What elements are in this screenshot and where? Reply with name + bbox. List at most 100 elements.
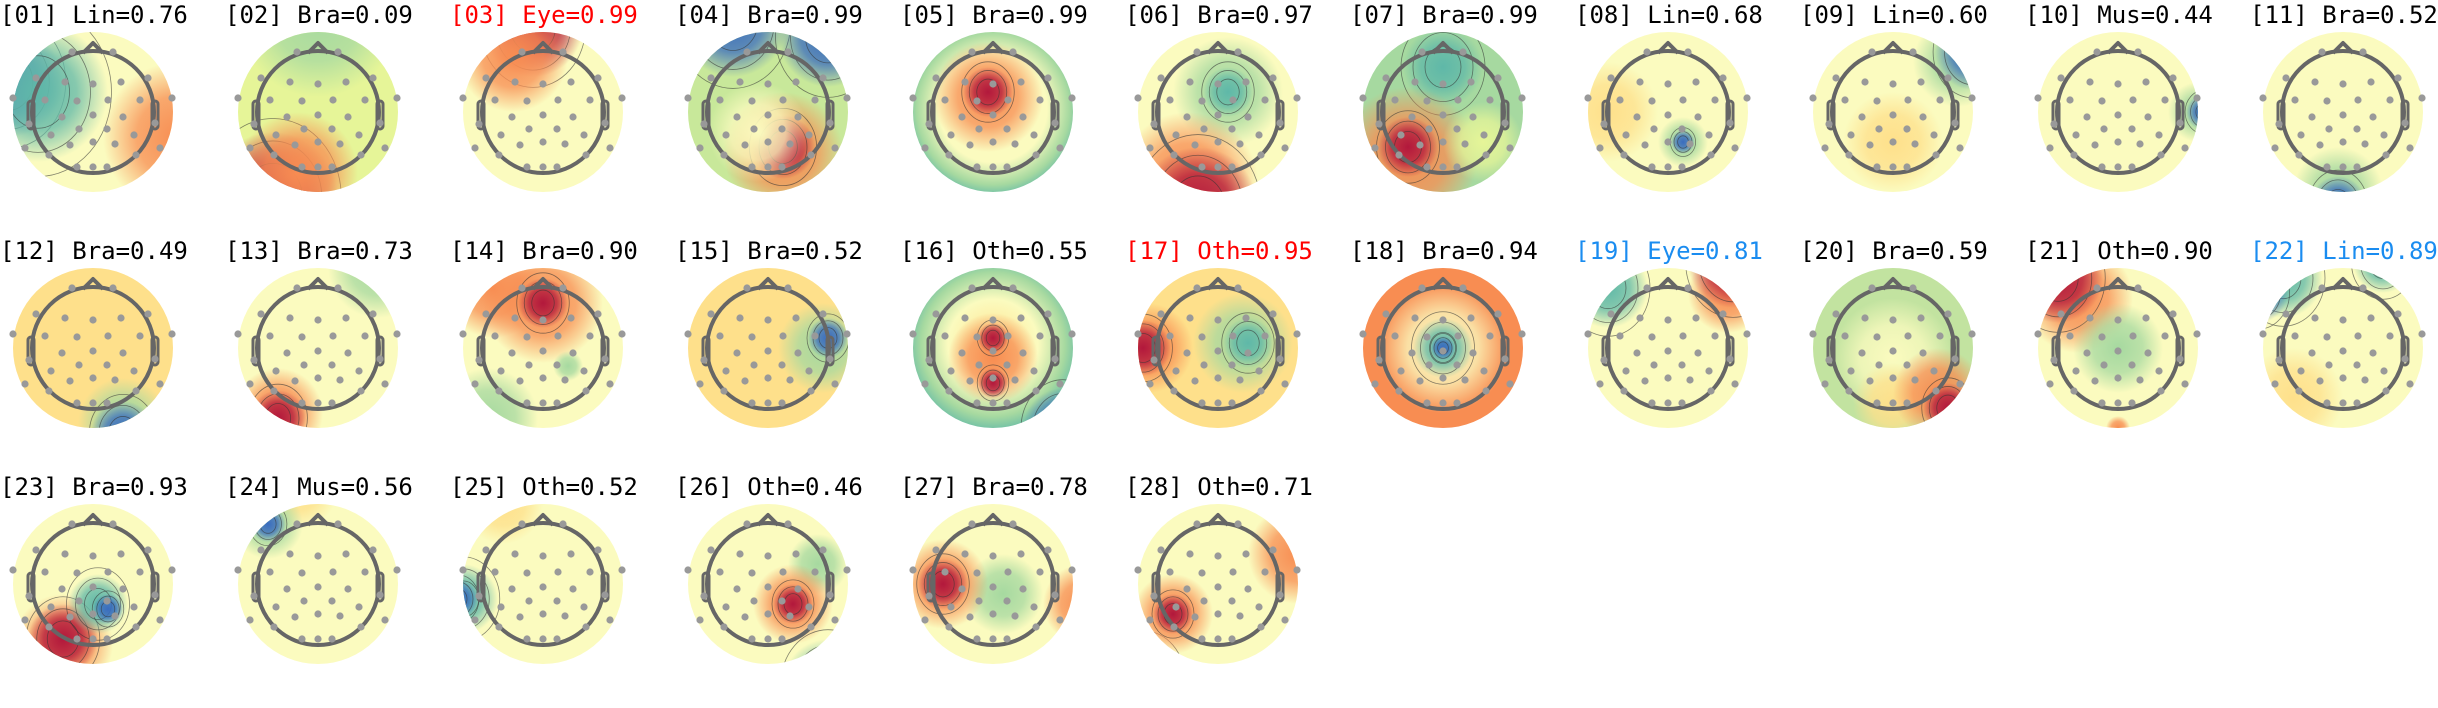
electrode-dot <box>1134 330 1142 338</box>
electrode-dot <box>136 332 144 340</box>
electrode-dot <box>2339 374 2347 382</box>
electrode-dot <box>989 80 997 88</box>
electrode-dot <box>707 74 715 82</box>
electrode-dot <box>1600 356 1608 364</box>
electrode-dot <box>2114 163 2122 171</box>
electrode-dot <box>2098 163 2106 171</box>
electrode-dot <box>1036 568 1044 576</box>
head-outline <box>480 285 606 411</box>
left-ear-icon <box>1826 99 1836 131</box>
contour-line <box>463 556 501 642</box>
electrode-dot <box>257 74 265 82</box>
topomap-blob <box>1203 67 1253 117</box>
electrode-dot <box>586 332 594 340</box>
electrode-dot <box>553 597 561 605</box>
electrode-dot <box>1622 367 1630 375</box>
electrode-dot <box>958 113 966 121</box>
electrode-dot <box>794 585 802 593</box>
electrode-dot <box>553 399 561 407</box>
electrode-dot <box>47 603 55 611</box>
component-cell: [12] Bra=0.49 <box>0 236 225 472</box>
component-label: [20] Bra=0.59 <box>1800 237 1988 265</box>
topomap-blob <box>708 82 808 182</box>
electrode-dot <box>1214 583 1222 591</box>
component-label: [24] Mus=0.56 <box>225 473 413 501</box>
electrode-dot <box>2034 94 2042 102</box>
electrode-dot <box>1051 591 1059 599</box>
component-label: [21] Oth=0.90 <box>2025 237 2213 265</box>
electrode-dot <box>1707 387 1715 395</box>
electrode-dot <box>1911 376 1919 384</box>
contour-line <box>2360 268 2406 290</box>
electrode-dot <box>792 78 800 86</box>
electrode-dot <box>1664 316 1672 324</box>
electrode-dot <box>786 140 794 148</box>
contour-line <box>2038 268 2079 302</box>
electrode-dot <box>2098 399 2106 407</box>
electrode-dot <box>495 387 503 395</box>
electrode-dot <box>1467 78 1475 86</box>
component-cell: [11] Bra=0.52 <box>2250 0 2438 236</box>
electrode-dot <box>1423 333 1431 341</box>
nose-icon <box>756 513 780 527</box>
electrode-dot <box>989 635 997 643</box>
electrode-dot <box>1056 616 1064 624</box>
electrode-dot <box>748 399 756 407</box>
electrode-dot <box>1032 387 1040 395</box>
electrode-dot <box>58 585 66 593</box>
electrode-dot <box>1480 367 1488 375</box>
electrode-dot <box>1019 585 1027 593</box>
electrode-dot <box>973 635 981 643</box>
nose-icon <box>1656 277 1680 291</box>
electrode-dot <box>495 151 503 159</box>
electrode-dot <box>539 610 547 618</box>
contour-line <box>2325 189 2352 192</box>
electrode-dot <box>2072 367 2080 375</box>
electrode-dot <box>932 310 940 318</box>
electrode-dot <box>1269 546 1277 554</box>
electrode-dot <box>1191 377 1199 385</box>
electrode-dot <box>516 377 524 385</box>
electrode-dot <box>376 119 384 127</box>
electrode-dot <box>1157 546 1165 554</box>
electrode-dot <box>696 144 704 152</box>
electrode-dot <box>1861 78 1869 86</box>
electrode-dot <box>968 520 976 528</box>
electrode-dot <box>2361 376 2369 384</box>
right-ear-icon <box>1275 99 1285 131</box>
electrode-dot <box>250 356 258 364</box>
component-label: [05] Bra=0.99 <box>900 1 1088 29</box>
electrode-dot <box>973 399 981 407</box>
topomap <box>234 504 401 664</box>
electrode-dot <box>1242 78 1250 86</box>
electrode-dot <box>1919 113 1927 121</box>
electrode-dot <box>246 616 254 624</box>
electrode-dot <box>1228 163 1236 171</box>
electrode-dot <box>1684 48 1692 56</box>
electrode-dot <box>357 387 365 395</box>
electrode-dot <box>89 610 97 618</box>
electrode-dot <box>75 125 83 133</box>
electrode-dot <box>1425 361 1433 369</box>
electrode-dot <box>314 552 322 560</box>
electrode-dot <box>117 314 125 322</box>
electrode-dot <box>1068 566 1076 574</box>
electrode-dot <box>1650 125 1658 133</box>
electrode-dot <box>1678 163 1686 171</box>
nose-icon <box>81 513 105 527</box>
left-ear-icon <box>1151 571 1161 603</box>
topomap <box>1809 32 1976 192</box>
topomap <box>684 268 851 428</box>
electrode-dot <box>553 125 561 133</box>
electrode-dot <box>925 356 933 364</box>
left-ear-icon <box>1151 335 1161 367</box>
electrode-dot <box>1719 310 1727 318</box>
electrode-dot <box>151 119 159 127</box>
electrode-dot <box>2339 163 2347 171</box>
electrode-dot <box>722 367 730 375</box>
contour-line <box>2184 89 2198 135</box>
electrode-dot <box>1917 78 1925 86</box>
electrode-dot <box>1193 284 1201 292</box>
contour-line <box>1698 268 1748 303</box>
contour-line <box>981 369 1005 397</box>
